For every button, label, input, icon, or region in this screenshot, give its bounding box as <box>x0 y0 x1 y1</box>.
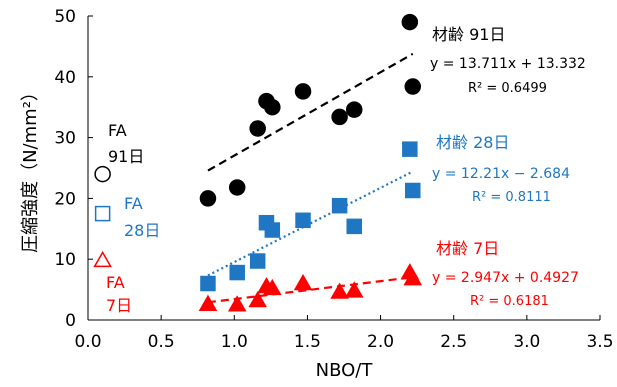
reference-point <box>93 250 112 268</box>
trendline-equation: y = 2.947x + 0.4927 <box>432 270 579 286</box>
trendline-equation: y = 12.21x − 2.684 <box>432 166 570 182</box>
annotations: 材齢 91日 y = 13.711x + 13.332 R² = 0.6499 材齢 … <box>430 25 586 309</box>
data-point-series-2 <box>229 264 245 281</box>
data-point-series-3 <box>403 269 423 286</box>
data-point-series-1 <box>294 83 312 100</box>
data-point-series-1 <box>331 108 348 126</box>
y-tick-label: 30 <box>54 129 76 149</box>
data-point-series-1 <box>264 98 281 116</box>
axes: 0 10 20 30 40 50 0.0 0.5 1.0 1.5 2.0 2.5 3.0 3.5 NBO/T… <box>20 7 614 381</box>
data-point-series-3 <box>330 282 349 299</box>
trendline-series-2 <box>207 170 414 277</box>
data-point-series-1 <box>404 78 422 95</box>
data-point-series-2 <box>249 253 266 269</box>
data-point-series-3 <box>227 295 247 312</box>
reference-point-label: FA <box>106 273 125 292</box>
data-point-series-2 <box>405 182 421 199</box>
data-point-series-1 <box>249 120 266 137</box>
reference-point-label: 91日 <box>108 147 144 166</box>
data-point-series-3 <box>344 281 364 298</box>
x-tick-label: 1.0 <box>221 332 248 352</box>
y-tick-label: 10 <box>54 250 76 270</box>
x-tick-label: 2.5 <box>440 332 467 352</box>
data-point-series-2 <box>264 222 281 238</box>
reference-point-label: 7日 <box>106 296 132 315</box>
data-point-series-1 <box>345 101 363 118</box>
reference-point <box>94 205 111 222</box>
r-squared-label: R² = 0.8111 <box>472 190 551 205</box>
data-point-series-2 <box>402 141 418 157</box>
y-axis-title: 圧縮強度（N/mm²） <box>20 83 41 253</box>
x-tick-label: 3.0 <box>513 332 540 352</box>
series-name-label: 材齢 91日 <box>432 25 505 44</box>
y-tick-label: 50 <box>54 7 76 27</box>
data-point-series-2 <box>295 212 311 229</box>
data-point-series-2 <box>331 197 348 214</box>
reference-point-label: 28日 <box>124 221 160 240</box>
data-point-series-3 <box>198 294 218 311</box>
data-points <box>198 13 423 312</box>
data-point-series-1 <box>199 190 217 207</box>
data-point-series-2 <box>200 275 216 292</box>
trendline-series-1 <box>207 52 414 172</box>
y-tick-label: 0 <box>65 311 76 331</box>
data-point-series-1 <box>228 179 246 196</box>
trendlines <box>207 52 414 304</box>
x-tick-label: 1.5 <box>294 332 321 352</box>
x-tick-label: 3.5 <box>586 332 613 352</box>
data-point-series-2 <box>346 218 362 235</box>
r-squared-label: R² = 0.6499 <box>468 81 547 96</box>
data-point-series-1 <box>401 13 419 31</box>
trendline-equation: y = 13.711x + 13.332 <box>430 56 586 72</box>
trendline-series-3 <box>207 276 413 304</box>
y-tick-label: 40 <box>54 68 76 88</box>
y-tick-label: 20 <box>54 189 76 209</box>
reference-points: FA 91日 FA 28日 FA 7日 <box>93 121 160 315</box>
x-axis-title: NBO/T <box>316 360 374 381</box>
reference-point <box>94 165 111 183</box>
reference-point-label: FA <box>124 194 143 213</box>
data-point-series-3 <box>263 278 282 296</box>
data-point-series-3 <box>293 274 313 291</box>
data-point-series-3 <box>248 291 267 308</box>
x-tick-label: 2.0 <box>367 332 394 352</box>
series-name-label: 材齢 7日 <box>436 239 499 258</box>
x-tick-label: 0.5 <box>148 332 175 352</box>
r-squared-label: R² = 0.6181 <box>470 294 549 309</box>
x-tick-label: 0.0 <box>74 332 101 352</box>
reference-point-label: FA <box>108 121 127 140</box>
series-name-label: 材齢 28日 <box>436 133 509 152</box>
